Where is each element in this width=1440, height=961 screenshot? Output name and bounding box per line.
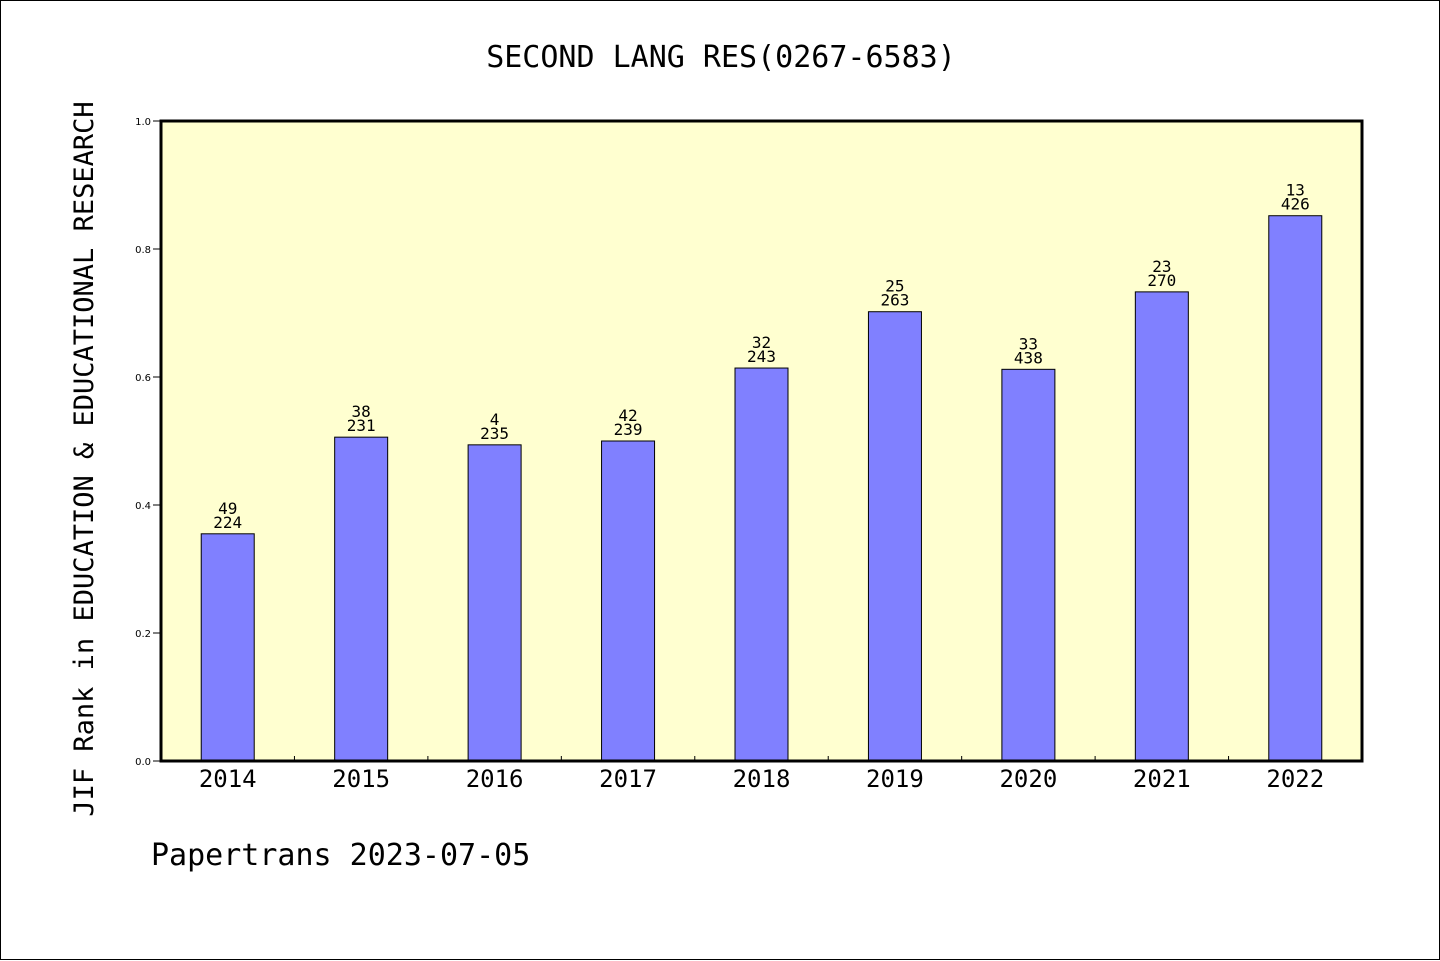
bar-2019	[867, 311, 922, 762]
plot-border	[159, 119, 1364, 763]
bar-2014	[200, 533, 255, 762]
bar-rank-label-2021: 23	[1152, 257, 1171, 276]
x-tick-label-2016: 2016	[466, 765, 524, 793]
bar-rank-label-2018: 32	[752, 333, 771, 352]
bar-total-label-2014: 224	[213, 513, 242, 532]
bar-rank-label-2014: 49	[218, 499, 237, 518]
bar-rank-label-2019: 25	[885, 277, 904, 296]
y-tick-label-0.2: 0.2	[135, 629, 151, 640]
x-tick-label-2019: 2019	[866, 765, 924, 793]
bar-rank-label-2022: 13	[1286, 181, 1305, 200]
bar-2018	[734, 367, 789, 762]
bar-total-label-2017: 239	[614, 420, 643, 439]
x-tick-label-2018: 2018	[733, 765, 791, 793]
x-tick-label-2020: 2020	[999, 765, 1057, 793]
bar-2022	[1268, 215, 1323, 762]
bar-total-label-2019: 263	[880, 291, 909, 310]
bar-2021	[1134, 291, 1189, 762]
x-tick-label-2022: 2022	[1266, 765, 1324, 793]
y-tick-label-0.0: 0.0	[135, 757, 151, 768]
x-tick-label-2021: 2021	[1133, 765, 1191, 793]
bar-total-label-2020: 438	[1014, 348, 1043, 367]
y-tick-label-0.4: 0.4	[135, 501, 151, 512]
y-tick-label-0.8: 0.8	[135, 245, 151, 256]
x-tick-label-2014: 2014	[199, 765, 257, 793]
bar-2020	[1001, 368, 1056, 762]
y-axis-label: JIF Rank in EDUCATION & EDUCATIONAL RESE…	[69, 101, 100, 816]
bar-2016	[467, 444, 522, 762]
x-tick-label-2015: 2015	[332, 765, 390, 793]
y-tick-label-0.6: 0.6	[135, 373, 151, 384]
bar-2017	[601, 440, 656, 762]
bar-total-label-2015: 231	[347, 416, 376, 435]
y-tick-label-1.0: 1.0	[135, 117, 151, 128]
axis-group: 2014 2015 2016 2017 2018 2019 2020 2021 2022 0.0 0…	[135, 117, 1324, 793]
bar-total-label-2021: 270	[1147, 271, 1176, 290]
chart-title: SECOND LANG RES(0267-6583)	[486, 40, 956, 75]
bar-2015	[334, 436, 389, 762]
bar-rank-label-2016: 4	[490, 410, 500, 429]
footer-credit: Papertrans 2023-07-05	[151, 838, 530, 873]
bar-rank-label-2020: 33	[1019, 334, 1038, 353]
x-tick-label-2017: 2017	[599, 765, 657, 793]
bar-rank-label-2015: 38	[352, 402, 371, 421]
bar-total-label-2018: 243	[747, 347, 776, 366]
bar-total-label-2022: 426	[1281, 195, 1310, 214]
bar-total-label-2016: 235	[480, 424, 509, 443]
bar-rank-label-2017: 42	[618, 406, 637, 425]
